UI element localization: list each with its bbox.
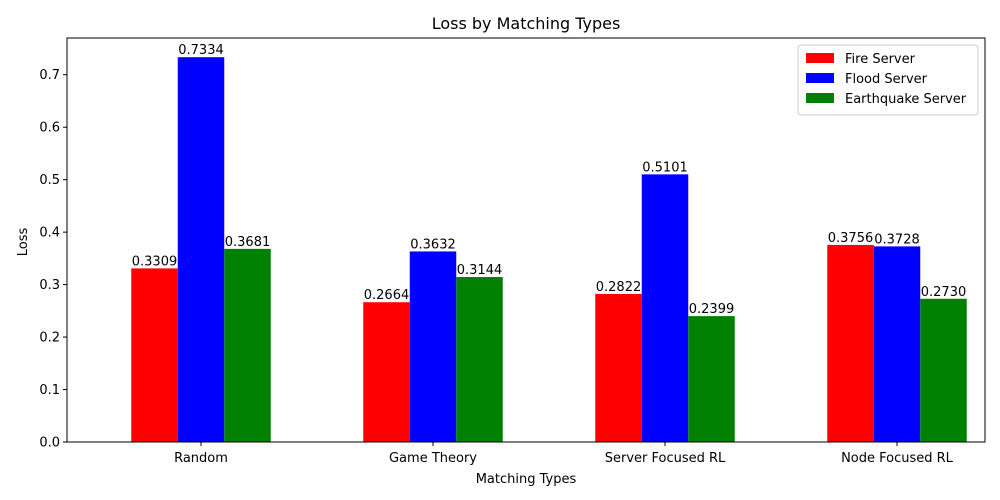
y-tick-label: 0.4 [39,226,60,241]
bar-1-2 [363,302,410,442]
y-tick-label: 0.1 [39,383,60,398]
x-tick-label: Game Theory [389,451,477,466]
bars-layer [131,57,967,443]
x-tick-label: Random [174,451,228,466]
x-tick-label: Node Focused RL [841,451,954,466]
bar-2-3 [641,174,689,443]
data-label: 0.3681 [225,235,271,250]
y-tick-label: 0.7 [39,68,60,83]
bar-3-1 [224,248,271,442]
plot-frame [66,37,986,443]
x-axis: Random Game Theory Server Focused RL Node F… [174,442,954,466]
data-label: 0.5101 [642,160,688,175]
y-tick-label: 0.2 [39,331,60,346]
y-axis: 0.0 0.1 0.2 0.3 0.4 0.5 0.6 0.7 [39,68,67,451]
data-label: 0.3728 [874,232,920,247]
bar-2-2 [409,251,457,442]
legend-box [797,44,979,116]
data-label: 0.3632 [410,237,456,252]
bar-2-4 [873,246,921,442]
data-label: 0.3309 [132,254,178,269]
legend-swatch [806,93,834,103]
legend-label: Fire Server [845,52,916,67]
data-label: 0.3144 [457,263,503,278]
y-tick-label: 0.0 [39,436,60,451]
bar-3-3 [688,316,735,442]
bar-1-1 [131,268,178,442]
legend-label: Earthquake Server [845,92,967,107]
legend-swatch [806,73,834,83]
bar-1-3 [595,293,642,442]
x-tick-label: Server Focused RL [605,451,726,466]
legend-label: Flood Server [845,72,928,87]
bar-2-1 [177,57,225,442]
data-label: 0.2730 [921,285,967,300]
y-tick-label: 0.3 [39,278,60,293]
bar-3-2 [456,277,503,442]
y-axis-title: Loss [16,228,31,257]
legend-swatch [806,53,834,63]
bar-1-4 [827,244,874,442]
x-axis-title: Matching Types [476,472,577,487]
data-label: 0.2399 [689,302,735,317]
y-tick-label: 0.5 [39,173,60,188]
data-label: 0.2664 [364,288,410,303]
bar-3-4 [920,298,967,442]
legend: Fire Server Flood Server Earthquake Server [797,44,979,116]
y-tick-label: 0.6 [39,121,60,136]
data-label: 0.7334 [178,43,224,58]
chart-title: Loss by Matching Types [432,14,621,33]
data-label: 0.3756 [828,231,874,246]
data-label: 0.2822 [596,280,642,295]
